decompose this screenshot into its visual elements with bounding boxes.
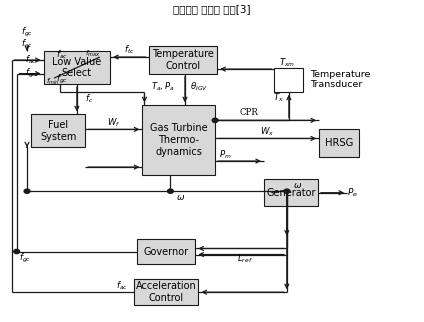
Circle shape	[284, 189, 290, 193]
Text: $W_f$: $W_f$	[107, 117, 120, 129]
FancyBboxPatch shape	[134, 279, 198, 305]
Text: $T_a, P_a$: $T_a, P_a$	[151, 80, 175, 92]
FancyBboxPatch shape	[148, 46, 217, 74]
Text: $f_{tc}$: $f_{tc}$	[124, 43, 135, 56]
Circle shape	[212, 118, 218, 122]
Text: $\omega$: $\omega$	[293, 181, 302, 190]
Text: $f_{ac}$: $f_{ac}$	[21, 37, 33, 50]
Text: $f_{ac}$: $f_{ac}$	[56, 49, 68, 61]
FancyBboxPatch shape	[31, 114, 85, 147]
Text: $f_{gc}$: $f_{gc}$	[25, 67, 37, 80]
Circle shape	[14, 250, 20, 254]
FancyBboxPatch shape	[264, 179, 318, 206]
Text: Generator: Generator	[266, 188, 316, 198]
FancyBboxPatch shape	[137, 239, 195, 264]
Text: $f_{gc}$: $f_{gc}$	[21, 26, 33, 40]
Text: Low Value
Select: Low Value Select	[52, 57, 101, 78]
Text: $P_m$: $P_m$	[219, 148, 232, 161]
Text: $L_{ref}$: $L_{ref}$	[237, 253, 253, 265]
Text: $f_{max}$: $f_{max}$	[85, 48, 101, 59]
Text: $T_{xm}$: $T_{xm}$	[279, 56, 295, 69]
Text: $f_{ac}$: $f_{ac}$	[25, 54, 37, 66]
FancyBboxPatch shape	[44, 51, 110, 84]
Text: Gas Turbine
Thermo-
dynamics: Gas Turbine Thermo- dynamics	[150, 123, 208, 156]
FancyBboxPatch shape	[319, 129, 359, 156]
Text: $f_{ac}$: $f_{ac}$	[116, 279, 128, 292]
Circle shape	[167, 189, 173, 193]
Text: Temperature
Control: Temperature Control	[152, 49, 214, 71]
Text: Governor: Governor	[144, 247, 189, 257]
Text: $f_{gc}$: $f_{gc}$	[19, 251, 31, 265]
FancyBboxPatch shape	[274, 68, 304, 92]
Text: Fuel
System: Fuel System	[40, 120, 76, 142]
FancyBboxPatch shape	[142, 105, 215, 175]
Text: HRSG: HRSG	[325, 138, 353, 148]
Text: $f_c$: $f_c$	[85, 93, 94, 106]
Text: $\theta_{IGV}$: $\theta_{IGV}$	[190, 80, 209, 93]
Text: $P_e$: $P_e$	[347, 186, 358, 199]
Text: CPR: CPR	[240, 108, 258, 117]
Text: Temperature
Transducer: Temperature Transducer	[310, 70, 370, 89]
Text: $f_{min}$: $f_{min}$	[46, 77, 59, 87]
Text: $W_x$: $W_x$	[260, 126, 274, 138]
Text: $f_{gc}$: $f_{gc}$	[56, 73, 68, 86]
Circle shape	[24, 189, 30, 193]
Title: 가스터빈 제어기 구조[3]: 가스터빈 제어기 구조[3]	[173, 4, 251, 14]
Text: $T_x$: $T_x$	[273, 91, 284, 104]
Text: $\omega$: $\omega$	[176, 193, 185, 202]
Text: Acceleration
Control: Acceleration Control	[136, 281, 197, 303]
